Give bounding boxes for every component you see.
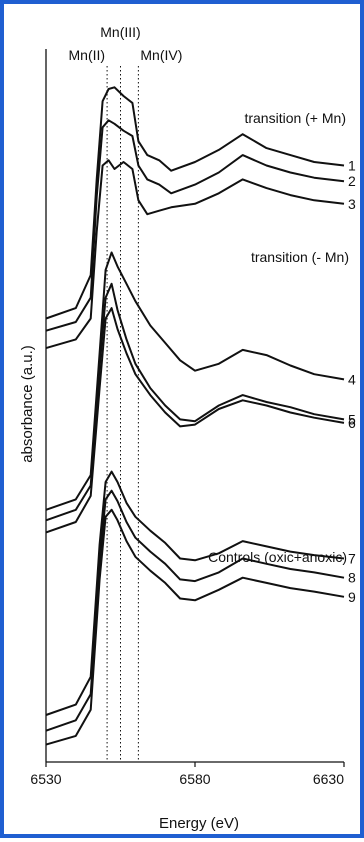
series-label-3: 3 [348,196,356,212]
reference-labels: Mn(II) Mn(III)Mn(IV) [69,24,183,63]
series-line-2 [45,119,345,332]
series-label-1: 1 [348,158,356,174]
series-line-1 [45,86,345,320]
series-lines [45,86,345,746]
x-axis-title: Energy (eV) [159,815,239,832]
reference-lines [106,66,139,762]
series-line-4 [45,251,345,511]
reference-label-mniv: Mn(IV) [140,47,182,63]
y-axis-title: absorbance (a.u.) [19,345,36,463]
series-label-7: 7 [348,551,356,567]
series-label-8: 8 [348,570,356,586]
series-line-3 [45,159,345,350]
group-label-minus-mn: transition (- Mn) [251,249,349,265]
reference-label-mniii: Mn(III) [100,24,140,40]
series-label-4: 4 [348,371,356,387]
series-label-5: 5 [348,411,356,427]
axes [45,49,344,763]
group-label-controls: Controls (oxic+anoxic) [208,549,347,565]
series-line-6 [45,307,345,534]
x-tick-label: 6580 [179,771,210,787]
x-ticks: 6530 6580 6630 [30,762,345,787]
x-tick-label: 6630 [313,771,344,787]
x-tick-label: 6530 [30,771,61,787]
group-label-plus-mn: transition (+ Mn) [244,110,346,126]
series-label-6: 6 [348,415,356,431]
series-label-9: 9 [348,589,356,605]
series-line-9 [45,508,345,746]
series-line-7 [45,470,345,716]
series-line-5 [45,282,345,522]
series-label-2: 2 [348,173,356,189]
series-line-8 [45,489,345,732]
reference-label-mnii: Mn(II) [69,47,106,63]
